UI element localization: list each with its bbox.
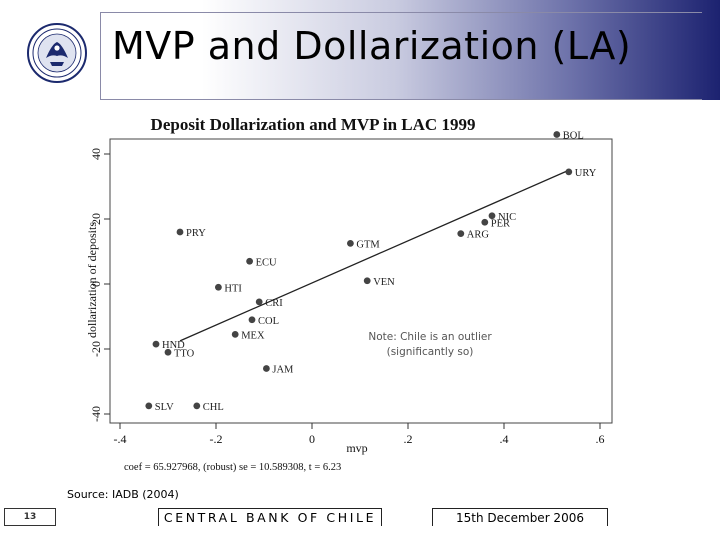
data-point-label: VEN xyxy=(373,277,395,288)
data-point xyxy=(193,402,201,410)
central-bank-seal-icon xyxy=(27,23,87,83)
data-point xyxy=(164,348,172,356)
fit-line xyxy=(179,169,570,342)
data-point xyxy=(263,365,270,372)
y-tick-label: -40 xyxy=(89,406,103,422)
data-point xyxy=(363,277,371,285)
data-point xyxy=(246,257,254,265)
x-tick-label: 0 xyxy=(309,432,315,446)
data-point-label: CRI xyxy=(265,298,283,309)
plot-frame xyxy=(109,138,613,424)
regression-annotation: coef = 65.927968, (robust) se = 10.58930… xyxy=(124,462,341,473)
footer-date: 15th December 2006 xyxy=(432,508,608,526)
data-point-label: ECU xyxy=(256,257,277,268)
data-point xyxy=(145,402,153,410)
data-point-label: PER xyxy=(491,218,510,229)
y-tick-label: 40 xyxy=(89,148,103,160)
x-tick-label: -.4 xyxy=(114,432,127,446)
data-point xyxy=(231,330,239,338)
data-point xyxy=(347,239,354,247)
data-point-label: CHL xyxy=(203,402,224,413)
outlier-note-line1: Note: Chile is an outlier xyxy=(368,331,492,343)
data-point-label: JAM xyxy=(272,365,294,376)
y-axis-label: dollarization of deposits xyxy=(85,222,99,338)
data-point-label: NIC xyxy=(498,212,516,223)
data-point xyxy=(152,340,160,348)
data-point-label: MEX xyxy=(241,330,265,341)
data-point-label: TTO xyxy=(174,348,195,359)
page-number: 13 xyxy=(4,508,56,526)
slide-title: MVP and Dollarization (LA) xyxy=(112,24,632,68)
x-tick-label: -.2 xyxy=(210,432,223,446)
scatter-chart: Deposit Dollarization and MVP in LAC 199… xyxy=(85,115,613,473)
data-point-label: URY xyxy=(575,168,597,179)
data-point xyxy=(215,283,222,291)
data-point-label: HND xyxy=(162,340,185,351)
y-tick-label: 0 xyxy=(89,281,103,287)
x-tick-label: .4 xyxy=(500,432,509,446)
y-tick-label: -20 xyxy=(89,341,103,357)
chart-title: Deposit Dollarization and MVP in LAC 199… xyxy=(151,115,476,134)
data-point-label: COL xyxy=(258,316,279,327)
x-tick-label: .2 xyxy=(404,432,413,446)
x-tick-label: .6 xyxy=(596,432,605,446)
title-frame xyxy=(100,12,702,100)
footer-organization: CENTRAL BANK OF CHILE xyxy=(158,508,382,526)
data-point xyxy=(248,316,256,324)
data-point-label: PRY xyxy=(186,228,206,239)
data-point xyxy=(481,218,489,226)
title-band xyxy=(0,0,720,100)
data-point-label: SLV xyxy=(155,402,174,413)
data-point xyxy=(457,230,465,238)
data-point-label: HTI xyxy=(224,283,242,294)
data-point-label: GTM xyxy=(356,239,380,250)
x-axis-label: mvp xyxy=(346,441,367,455)
data-point-label: BOL xyxy=(563,131,584,142)
outlier-note-line2: (significantly so) xyxy=(387,346,474,358)
data-point xyxy=(553,131,561,138)
source-note: Source: IADB (2004) xyxy=(67,488,179,501)
data-point xyxy=(176,228,184,236)
data-point xyxy=(255,298,263,306)
data-point-label: ARG xyxy=(467,230,490,241)
y-tick-label: 20 xyxy=(89,213,103,225)
data-point xyxy=(565,168,573,176)
data-point xyxy=(488,212,496,220)
